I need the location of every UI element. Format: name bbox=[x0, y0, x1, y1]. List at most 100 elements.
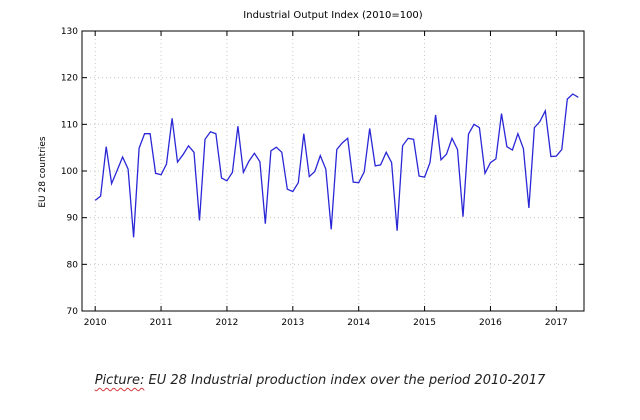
data-point bbox=[313, 170, 317, 174]
data-point bbox=[302, 132, 306, 136]
y-axis-label: EU 28 countries bbox=[38, 136, 48, 208]
y-tick-label: 120 bbox=[61, 74, 78, 84]
data-point bbox=[434, 113, 438, 117]
y-tick-label: 70 bbox=[67, 307, 79, 317]
data-point bbox=[577, 96, 581, 100]
x-tick-label: 2010 bbox=[84, 318, 107, 328]
data-point bbox=[324, 167, 328, 171]
data-point bbox=[538, 120, 542, 124]
data-point bbox=[99, 194, 103, 198]
data-point bbox=[357, 181, 361, 185]
data-point bbox=[176, 160, 180, 164]
data-point bbox=[456, 148, 460, 152]
data-point bbox=[126, 167, 130, 171]
data-point bbox=[192, 151, 196, 155]
data-point bbox=[428, 161, 432, 165]
data-point bbox=[286, 187, 290, 191]
data-point bbox=[566, 97, 570, 101]
data-point bbox=[104, 145, 108, 149]
data-point bbox=[275, 145, 279, 149]
data-point bbox=[483, 172, 487, 176]
data-point bbox=[445, 152, 449, 156]
data-point bbox=[544, 109, 548, 113]
series-line bbox=[94, 93, 579, 238]
data-point bbox=[461, 215, 465, 219]
data-point bbox=[115, 169, 119, 173]
data-point bbox=[148, 132, 152, 136]
line-chart: Industrial Output Index (2010=100) EU 28… bbox=[38, 10, 585, 328]
data-point bbox=[511, 148, 515, 152]
data-point bbox=[110, 182, 114, 186]
data-point bbox=[390, 161, 394, 165]
data-point bbox=[143, 132, 147, 136]
y-tick-label: 130 bbox=[61, 27, 78, 37]
data-point bbox=[297, 181, 301, 185]
data-point bbox=[478, 126, 482, 130]
data-point bbox=[505, 145, 509, 149]
data-point bbox=[335, 148, 339, 152]
chart-title: Industrial Output Index (2010=100) bbox=[243, 10, 423, 21]
data-point bbox=[522, 147, 526, 151]
data-point bbox=[500, 112, 504, 116]
x-tick-label: 2012 bbox=[215, 318, 238, 328]
data-point bbox=[159, 173, 163, 177]
x-tick-label: 2017 bbox=[545, 318, 568, 328]
data-point bbox=[555, 154, 559, 158]
data-point bbox=[214, 132, 218, 136]
data-point bbox=[417, 174, 421, 178]
y-tick-label: 90 bbox=[67, 214, 79, 224]
x-tick-label: 2013 bbox=[281, 318, 304, 328]
data-point bbox=[280, 151, 284, 155]
plot-area-frame bbox=[81, 30, 585, 312]
data-point bbox=[549, 155, 553, 159]
data-point bbox=[489, 161, 493, 165]
data-point bbox=[379, 163, 383, 167]
x-tick-label: 2014 bbox=[347, 318, 370, 328]
caption-text: EU 28 Industrial production index over t… bbox=[148, 373, 546, 388]
data-point bbox=[291, 190, 295, 194]
data-point bbox=[93, 199, 97, 203]
data-point bbox=[516, 132, 520, 136]
data-point bbox=[264, 222, 268, 226]
data-point bbox=[368, 127, 372, 131]
data-point bbox=[494, 157, 498, 161]
data-point bbox=[258, 160, 262, 164]
data-point bbox=[373, 164, 377, 168]
data-point bbox=[253, 152, 257, 156]
data-point bbox=[472, 123, 476, 127]
data-point bbox=[527, 206, 531, 210]
gridlines bbox=[82, 31, 584, 311]
data-point bbox=[467, 132, 471, 136]
data-point bbox=[247, 159, 251, 163]
data-point bbox=[401, 144, 405, 148]
data-point bbox=[181, 153, 185, 157]
data-point bbox=[450, 137, 454, 141]
x-axis: 2010 2011 2012 2013 2014 2015 2016 2017 bbox=[84, 31, 568, 328]
series-layer bbox=[93, 92, 581, 238]
data-point bbox=[384, 151, 388, 155]
x-tick-label: 2011 bbox=[150, 318, 173, 328]
data-point bbox=[560, 148, 564, 152]
data-point bbox=[533, 126, 537, 130]
x-tick-label: 2015 bbox=[413, 318, 436, 328]
data-point bbox=[362, 170, 366, 174]
data-point bbox=[198, 219, 202, 223]
data-point bbox=[187, 144, 191, 148]
data-point bbox=[423, 175, 427, 179]
x-tick-label: 2016 bbox=[479, 318, 502, 328]
data-point bbox=[395, 229, 399, 233]
data-point bbox=[137, 146, 141, 150]
data-point bbox=[571, 92, 575, 96]
data-point bbox=[329, 228, 333, 232]
data-point bbox=[406, 137, 410, 141]
data-point bbox=[236, 124, 240, 128]
data-point bbox=[308, 175, 312, 179]
data-point bbox=[203, 138, 207, 142]
data-point bbox=[170, 117, 174, 121]
y-tick-label: 110 bbox=[61, 120, 78, 130]
data-point bbox=[154, 172, 158, 176]
data-point bbox=[121, 155, 125, 159]
data-point bbox=[439, 158, 443, 162]
data-point bbox=[346, 137, 350, 141]
data-point bbox=[225, 179, 229, 183]
